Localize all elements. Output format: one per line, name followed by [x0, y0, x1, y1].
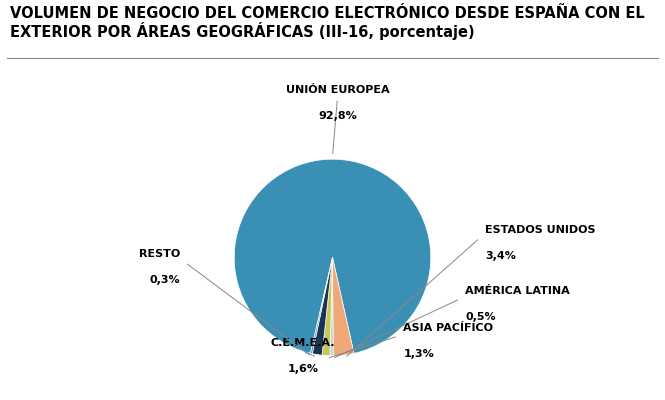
Wedge shape — [332, 258, 354, 356]
Text: 1,6%: 1,6% — [287, 364, 319, 374]
Wedge shape — [330, 258, 333, 356]
Text: UNIÓN EUROPEA: UNIÓN EUROPEA — [285, 85, 389, 95]
Text: VOLUMEN DE NEGOCIO DEL COMERCIO ELECTRÓNICO DESDE ESPAÑA CON EL: VOLUMEN DE NEGOCIO DEL COMERCIO ELECTRÓN… — [10, 6, 645, 21]
Text: ESTADOS UNIDOS: ESTADOS UNIDOS — [485, 225, 595, 235]
Text: 92,8%: 92,8% — [318, 111, 357, 121]
Wedge shape — [234, 159, 431, 353]
Text: 1,3%: 1,3% — [403, 349, 434, 359]
Text: C.E.M.E.A.: C.E.M.E.A. — [271, 338, 335, 348]
Text: 0,3%: 0,3% — [150, 275, 180, 285]
Text: ASIA PACÍFICO: ASIA PACÍFICO — [403, 323, 493, 333]
Text: RESTO: RESTO — [139, 250, 180, 260]
Text: AMÉRICA LATINA: AMÉRICA LATINA — [465, 286, 570, 296]
Wedge shape — [322, 258, 332, 356]
Text: EXTERIOR POR ÁREAS GEOGRÁFICAS (III-16, porcentaje): EXTERIOR POR ÁREAS GEOGRÁFICAS (III-16, … — [10, 22, 475, 40]
Text: 0,5%: 0,5% — [465, 312, 496, 322]
Wedge shape — [313, 258, 332, 355]
Text: 3,4%: 3,4% — [485, 251, 516, 261]
Wedge shape — [311, 258, 332, 354]
